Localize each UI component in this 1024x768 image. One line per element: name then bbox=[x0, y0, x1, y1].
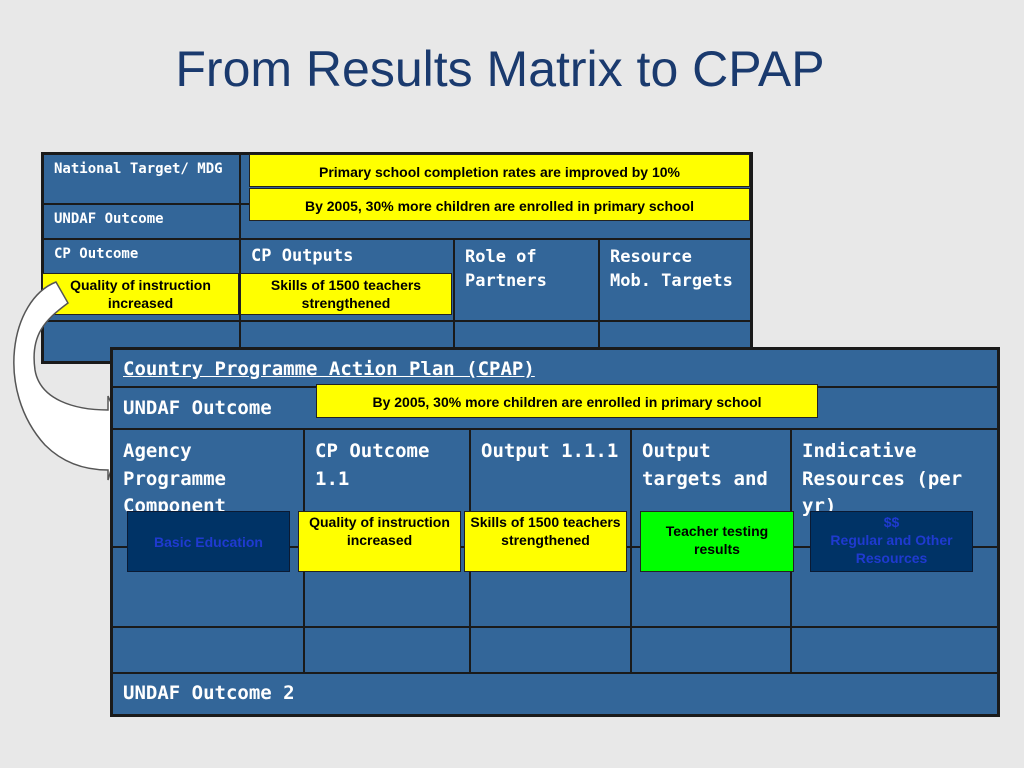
results-matrix-table: National Target/ MDG UNDAF Outcome CP Ou… bbox=[41, 152, 753, 364]
cpap-header: Country Programme Action Plan (CPAP) bbox=[123, 358, 535, 380]
cpap-row3-cell-3 bbox=[470, 627, 631, 673]
cp-output-highlight: Skills of 1500 teachers strengthened bbox=[240, 273, 452, 315]
national-target-label: National Target/ MDG bbox=[54, 161, 223, 177]
undaf-outcome-2-cell: UNDAF Outcome 2 bbox=[112, 673, 998, 715]
output-col-label: Output 1.1.1 bbox=[481, 440, 619, 462]
cp-outcome-box: Quality of instruction increased bbox=[298, 511, 461, 572]
undaf-outcome-cell: UNDAF Outcome bbox=[43, 204, 240, 239]
output-box: Skills of 1500 teachers strengthened bbox=[464, 511, 627, 572]
cp-outcome-label: CP Outcome bbox=[54, 246, 139, 262]
agency-label: Agency Programme Component bbox=[123, 440, 226, 518]
cpap-row3-cell-2 bbox=[304, 627, 470, 673]
cpap-undaf-highlight: By 2005, 30% more children are enrolled … bbox=[316, 384, 818, 418]
page-title: From Results Matrix to CPAP bbox=[175, 41, 825, 97]
targets-box: Teacher testing results bbox=[640, 511, 794, 572]
cpap-row3-cell-4 bbox=[631, 627, 791, 673]
resource-mob-label: Resource Mob. Targets bbox=[610, 247, 733, 291]
cpap-header-cell: Country Programme Action Plan (CPAP) bbox=[112, 349, 998, 387]
role-of-partners-label: Role of Partners bbox=[465, 247, 547, 291]
cp-outputs-label: CP Outputs bbox=[251, 246, 354, 266]
output-targets-col-label: Output targets and bbox=[642, 440, 768, 490]
undaf-highlight: By 2005, 30% more children are enrolled … bbox=[249, 188, 750, 221]
undaf-outcome-2-label: UNDAF Outcome 2 bbox=[123, 682, 295, 704]
undaf-outcome-label: UNDAF Outcome bbox=[54, 211, 164, 227]
resources-box: $$ Regular and Other Resources bbox=[810, 511, 973, 572]
indicative-col-label: Indicative Resources (per yr) bbox=[802, 440, 963, 518]
cp-outcome-col-header-cell: CP Outcome 1.1 bbox=[304, 429, 470, 547]
agency-box: Basic Education bbox=[127, 511, 290, 572]
cpap-undaf-label: UNDAF Outcome bbox=[123, 397, 272, 419]
resources-box-line2: Regular and Other Resources bbox=[830, 532, 953, 567]
cp-outcome-highlight: Quality of instruction increased bbox=[42, 273, 239, 315]
resource-mob-header-cell: Resource Mob. Targets bbox=[599, 239, 751, 321]
resources-box-line1: $$ bbox=[883, 514, 900, 530]
cpap-row3-cell-5 bbox=[791, 627, 998, 673]
cpap-row3-cell-1 bbox=[112, 627, 304, 673]
cp-outcome-col-label: CP Outcome 1.1 bbox=[315, 440, 430, 490]
role-of-partners-header-cell: Role of Partners bbox=[454, 239, 599, 321]
national-target-cell: National Target/ MDG bbox=[43, 154, 240, 204]
target-highlight: Primary school completion rates are impr… bbox=[249, 154, 750, 187]
